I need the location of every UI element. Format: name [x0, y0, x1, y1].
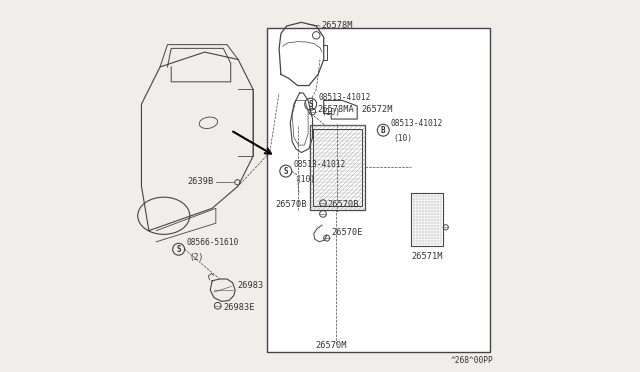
Bar	[411, 193, 443, 246]
Text: 26572M: 26572M	[361, 105, 392, 114]
Text: B: B	[381, 126, 385, 135]
Text: 08513-41012: 08513-41012	[293, 160, 346, 169]
Text: (10): (10)	[394, 134, 413, 143]
Text: 2639B: 2639B	[188, 177, 214, 186]
Text: (10): (10)	[296, 175, 315, 184]
Text: 08513-41012: 08513-41012	[318, 93, 371, 102]
Text: 26571M: 26571M	[411, 252, 443, 261]
Bar	[310, 125, 365, 210]
Text: 26578M: 26578M	[322, 21, 353, 30]
Bar	[312, 129, 362, 206]
Text: 08513-41012: 08513-41012	[390, 119, 443, 128]
Text: 26570M: 26570M	[316, 341, 347, 350]
Text: (10): (10)	[321, 108, 340, 117]
Text: 26570B: 26570B	[275, 200, 307, 209]
Text: 26983E: 26983E	[223, 303, 255, 312]
Bar	[267, 28, 490, 352]
Text: S: S	[284, 167, 288, 176]
Text: S: S	[177, 245, 181, 254]
Text: ^268^00PP: ^268^00PP	[450, 356, 493, 365]
Text: 26983: 26983	[237, 281, 264, 290]
Text: 26578MA: 26578MA	[318, 105, 355, 114]
Text: 26570E: 26570E	[331, 228, 363, 237]
Text: 26570B: 26570B	[328, 200, 359, 209]
Text: 08566-51610: 08566-51610	[186, 238, 238, 247]
Text: (2): (2)	[189, 253, 204, 262]
Text: S: S	[308, 100, 313, 109]
